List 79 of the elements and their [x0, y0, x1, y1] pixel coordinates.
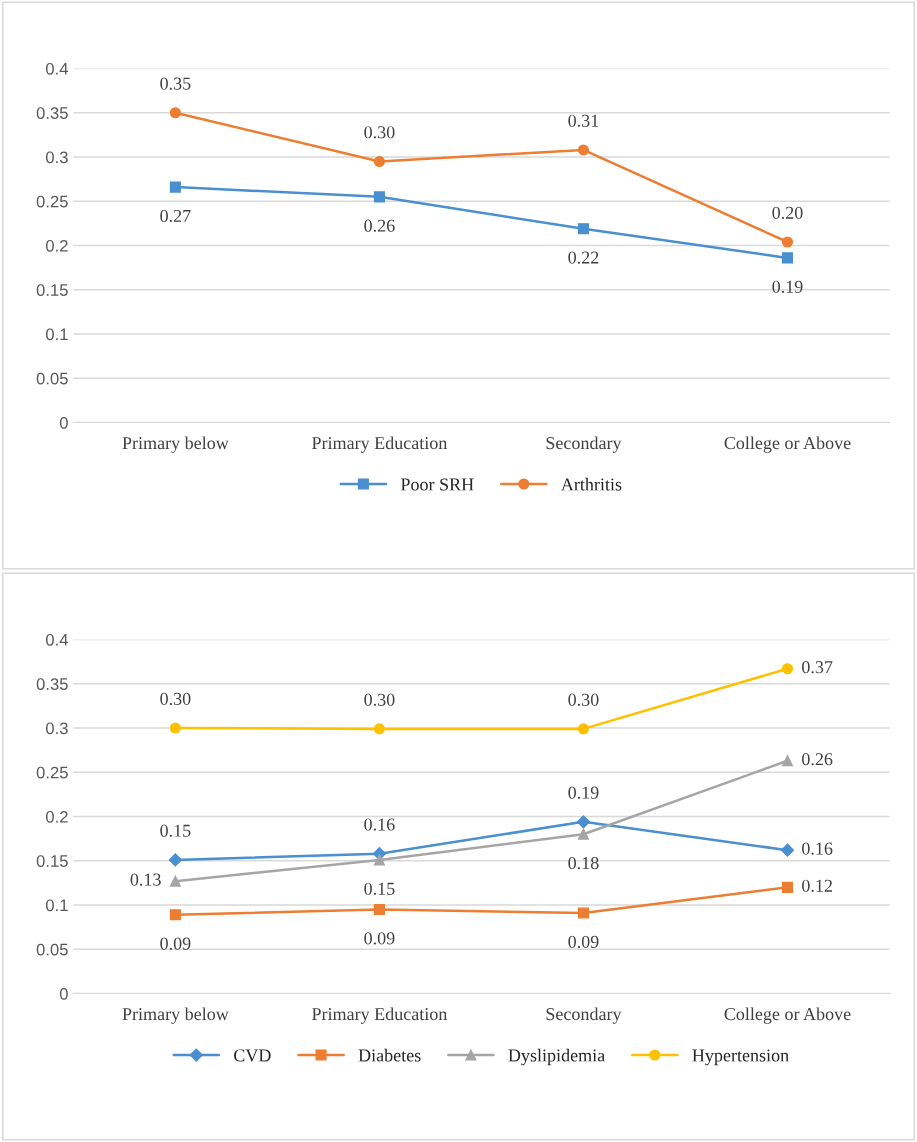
data-label: 0.30: [364, 693, 395, 706]
x-tick-label: Primary Education: [311, 1007, 448, 1024]
point: [168, 853, 182, 867]
legend-label: Arthritis: [561, 477, 622, 491]
x-tick-label: Primary below: [122, 436, 229, 453]
point: [169, 875, 181, 887]
data-label: 0.13: [130, 873, 161, 886]
y-tick-label: 0.15: [36, 855, 68, 867]
point: [373, 191, 385, 203]
data-label: 0.26: [364, 219, 395, 232]
point: [781, 881, 794, 893]
point: [577, 907, 589, 919]
data-label: 0.30: [568, 693, 599, 706]
point: [781, 252, 794, 264]
data-label: 0.30: [364, 126, 395, 139]
data-label: 0.20: [772, 206, 803, 219]
point: [169, 722, 181, 734]
data-label: 0.15: [160, 824, 191, 837]
x-tick-label: Secondary: [546, 1007, 622, 1024]
y-tick-label: 0.1: [45, 899, 68, 912]
x-tick-label: Secondary: [546, 436, 622, 453]
y-tick-label: 0: [59, 416, 68, 429]
y-tick-label: 0.3: [45, 722, 68, 735]
point: [373, 903, 385, 916]
data-label: 0.12: [802, 879, 832, 892]
point: [577, 223, 589, 235]
data-label: 0.18: [568, 856, 599, 870]
y-tick-label: 0.05: [36, 943, 68, 956]
legend-label: Diabetes: [358, 1048, 421, 1062]
y-tick-label: 0.2: [45, 239, 68, 252]
y-tick-label: 0.15: [36, 284, 68, 296]
point: [169, 909, 181, 921]
point: [169, 107, 181, 119]
legend-label: CVD: [234, 1049, 271, 1062]
x-tick-label: College or Above: [724, 436, 851, 453]
y-tick-label: 0.2: [45, 810, 68, 823]
data-label: 0.26: [802, 753, 833, 766]
point: [781, 755, 794, 767]
data-label: 0.09: [364, 932, 395, 945]
point: [781, 663, 794, 675]
data-label: 0.19: [568, 786, 599, 799]
y-tick-label: 0.05: [36, 372, 68, 385]
point: [577, 144, 589, 156]
x-tick-label: College or Above: [724, 1007, 851, 1024]
legend-label: Poor SRH: [400, 478, 474, 491]
data-label: 0.09: [568, 935, 599, 949]
data-label: 0.22: [568, 251, 599, 264]
y-tick-label: 0.35: [36, 678, 68, 690]
y-tick-label: 0: [59, 987, 68, 1000]
y-tick-label: 0.4: [45, 633, 69, 646]
x-tick-label: Primary below: [122, 1007, 229, 1024]
data-label: 0.15: [364, 882, 395, 895]
x-tick-label: Primary Education: [311, 436, 448, 453]
data-label: 0.37: [802, 661, 833, 674]
data-label: 0.19: [772, 280, 803, 293]
data-label: 0.35: [160, 77, 191, 90]
legend-label: Dyslipidemia: [508, 1048, 605, 1066]
y-tick-label: 0.3: [45, 151, 68, 164]
y-tick-label: 0.25: [36, 195, 68, 208]
data-label: 0.31: [568, 114, 599, 127]
point: [373, 723, 385, 735]
point: [577, 723, 589, 735]
point: [373, 854, 385, 866]
point: [373, 155, 385, 168]
point: [576, 815, 591, 829]
data-label: 0.27: [160, 209, 191, 223]
data-label: 0.09: [160, 937, 191, 950]
y-tick-label: 0.35: [36, 107, 68, 119]
y-tick-label: 0.25: [36, 766, 68, 779]
data-label: 0.30: [160, 692, 191, 705]
y-tick-label: 0.4: [45, 62, 69, 75]
y-tick-label: 0.1: [45, 328, 68, 341]
data-label: 0.16: [802, 842, 833, 855]
point: [780, 843, 795, 857]
data-label: 0.16: [364, 818, 395, 831]
point: [781, 236, 794, 248]
point: [577, 828, 589, 840]
legend-label: Hypertension: [692, 1049, 789, 1066]
point: [169, 181, 181, 193]
